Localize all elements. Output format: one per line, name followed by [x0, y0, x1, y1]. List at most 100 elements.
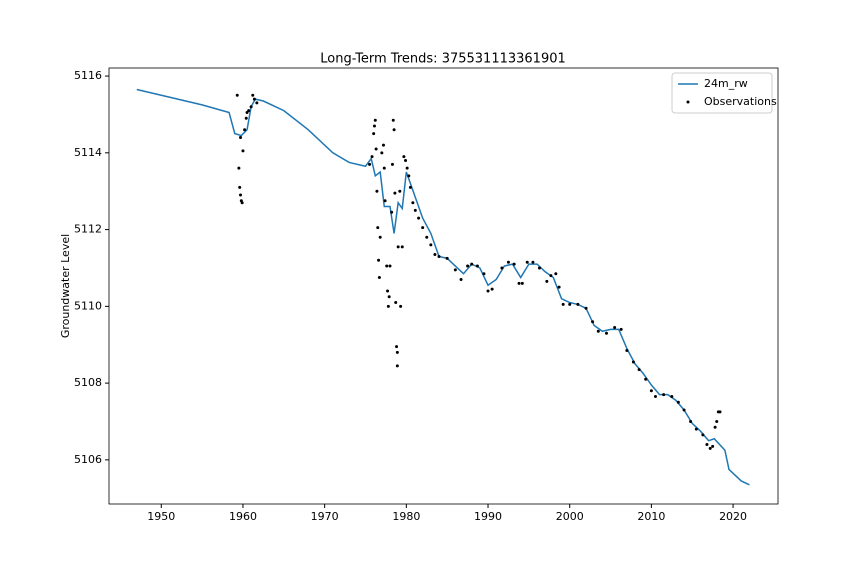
observation-point [394, 301, 398, 305]
observation-point [380, 151, 384, 155]
observation-point [373, 118, 377, 122]
observation-point [500, 266, 504, 270]
observation-point [239, 193, 243, 197]
observation-point [400, 245, 404, 249]
x-tick-label: 2000 [556, 510, 584, 523]
observation-point [404, 158, 408, 162]
x-tick-label: 1960 [229, 510, 257, 523]
observation-point [244, 116, 248, 120]
observation-point [689, 419, 693, 423]
observation-point [711, 444, 715, 448]
observation-point [662, 393, 666, 397]
observation-point [398, 189, 402, 193]
observation-point [372, 124, 376, 128]
observation-point [486, 289, 490, 293]
observation-point [395, 364, 399, 368]
observation-point [568, 302, 572, 306]
observation-point [411, 201, 415, 205]
legend-label: Observations [704, 95, 777, 108]
observation-point [238, 185, 242, 189]
observation-point [377, 258, 381, 262]
observation-point [385, 264, 389, 268]
y-tick-label: 5108 [74, 376, 102, 389]
observation-point [376, 226, 380, 230]
observation-point [417, 216, 421, 220]
observation-point [576, 302, 580, 306]
observation-point [396, 245, 400, 249]
observation-point [715, 419, 719, 423]
observation-point [237, 166, 241, 170]
observation-point [240, 201, 244, 205]
observation-point [368, 162, 372, 166]
observation-point [407, 174, 411, 178]
observation-point [537, 266, 541, 270]
observation-point [421, 226, 425, 230]
observation-point [644, 377, 648, 381]
observation-point [604, 331, 608, 335]
observation-point [386, 304, 390, 308]
observation-point [382, 166, 386, 170]
observation-point [372, 132, 376, 136]
observation-point [375, 189, 379, 193]
y-axis-label: Groundwater Level [59, 234, 72, 338]
observation-point [393, 191, 397, 195]
observation-point [531, 260, 535, 264]
observation-point [653, 395, 657, 399]
observation-point [378, 235, 382, 239]
observation-point [613, 325, 617, 329]
series-line [136, 88, 750, 486]
x-tick-label: 1970 [311, 510, 339, 523]
observation-point [718, 410, 722, 414]
observation-point [466, 264, 470, 268]
x-tick-label: 1990 [474, 510, 502, 523]
observation-point [377, 276, 381, 280]
observation-point [557, 285, 561, 289]
observation-point [381, 143, 385, 147]
observation-point [370, 155, 374, 159]
observation-point [425, 235, 429, 239]
y-tick-label: 5112 [74, 223, 102, 236]
observation-point [390, 162, 394, 166]
observation-point [625, 348, 629, 352]
observation-point [433, 253, 437, 257]
plot-frame [108, 67, 779, 505]
observation-point [374, 147, 378, 151]
observation-point [408, 185, 412, 189]
y-tick-label: 5110 [74, 299, 102, 312]
observation-point [512, 262, 516, 266]
observation-point [631, 360, 635, 364]
y-tick-label: 5116 [74, 69, 102, 82]
observation-point [395, 345, 399, 349]
observation-point [554, 272, 558, 276]
x-tick-label: 2020 [719, 510, 747, 523]
observation-point [413, 208, 417, 212]
observation-point [241, 149, 245, 153]
observation-point [391, 118, 395, 122]
observation-point [252, 97, 256, 101]
observation-point [235, 93, 239, 97]
observation-point [525, 260, 529, 264]
observation-point [584, 306, 588, 310]
observation-point [694, 427, 698, 431]
observation-point [705, 443, 709, 447]
observation-point [399, 304, 403, 308]
observation-point [249, 105, 253, 109]
observation-point [482, 272, 486, 276]
observation-point [255, 101, 259, 105]
observation-point [596, 329, 600, 333]
observation-point [445, 256, 449, 260]
observation-point [637, 368, 641, 372]
observation-point [475, 264, 479, 268]
observation-point [395, 350, 399, 354]
observation-point [392, 128, 396, 132]
x-tick-label: 2010 [637, 510, 665, 523]
observation-point [437, 254, 441, 258]
observation-point [388, 264, 392, 268]
observation-point [708, 446, 712, 450]
observation-point [713, 425, 717, 429]
observation-point [545, 279, 549, 283]
observation-point [682, 408, 686, 412]
observation-point [490, 287, 494, 291]
observation-point [247, 109, 251, 113]
